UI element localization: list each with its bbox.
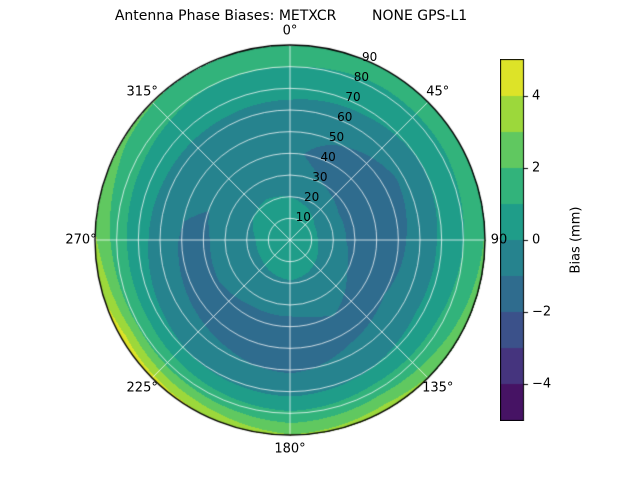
theta-tick-label: 90 (490, 232, 508, 248)
radial-tick-label: 50 (328, 129, 345, 144)
theta-tick-label: 225° (126, 380, 158, 396)
radial-tick-label: 10 (295, 209, 311, 224)
colorbar-tick-label: −2 (532, 304, 552, 320)
colorbar-tick-label: 4 (532, 88, 541, 104)
radial-tick-label: 40 (320, 149, 336, 164)
theta-tick-label: 180° (274, 441, 306, 457)
radial-tick-label: 60 (337, 109, 353, 124)
colorbar-tick-label: −4 (532, 376, 552, 392)
colorbar-tick-label: 0 (532, 232, 541, 248)
theta-tick-label: 0° (282, 23, 298, 39)
colorbar-axis-label: Bias (mm) (568, 206, 584, 274)
radial-tick-label: 20 (303, 189, 320, 204)
radial-tick-label: 30 (312, 169, 328, 184)
theta-tick-label: 270° (65, 232, 97, 248)
colorbar-tick-label: 2 (532, 160, 541, 176)
radial-tick-label: 80 (353, 69, 369, 84)
theta-tick-label: 315° (126, 84, 158, 100)
colorbar (500, 59, 530, 421)
radial-tick-label: 70 (345, 89, 361, 104)
chart-title: Antenna Phase Biases: METXCR NONE GPS-L1 (114, 8, 468, 24)
theta-tick-label: 45° (426, 84, 450, 100)
radial-tick-label: 90 (361, 49, 378, 64)
theta-tick-label: 135° (422, 380, 454, 396)
